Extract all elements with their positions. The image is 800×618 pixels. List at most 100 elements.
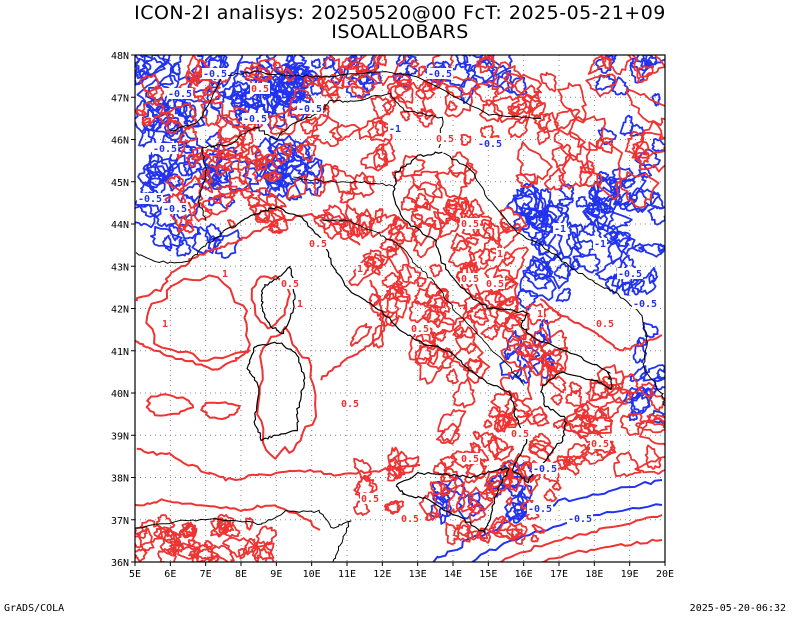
positive-contour [373,143,389,170]
negative-contour [135,55,168,81]
positive-contour [564,455,586,466]
negative-contour [135,55,170,86]
svg-text:0.5: 0.5 [341,399,359,410]
negative-contour [605,273,621,295]
negative-contour [612,171,647,211]
negative-contour [656,368,665,381]
negative-contour [588,185,598,203]
positive-contour [550,393,563,406]
positive-contour [551,143,572,169]
svg-text:1: 1 [297,299,303,310]
negative-contour [520,210,558,245]
svg-text:-0.5: -0.5 [163,204,187,215]
positive-contour [386,243,413,283]
coastline [260,265,296,335]
positive-contour [263,172,278,181]
negative-contour [595,55,616,74]
positive-contour [394,80,427,118]
negative-contour [276,164,304,188]
negative-contour [458,74,478,105]
positive-contour [135,548,148,562]
positive-contour [353,457,372,482]
positive-contour [510,84,544,118]
negative-contour [526,256,551,280]
positive-contour [228,176,251,193]
negative-contour [499,350,523,380]
positive-contour [273,146,293,166]
lon-tick-label: 13E [409,569,427,580]
positive-contour [505,496,513,506]
contour-label: 1 [536,308,544,320]
positive-contour [216,185,239,199]
positive-contour [444,85,473,118]
lat-tick-label: 42N [111,305,129,316]
contour-label: 0.5 [590,438,610,450]
contour-label: 0.5 [595,318,615,330]
positive-contour [135,339,251,371]
positive-contour [544,346,569,375]
positive-contour [638,381,655,398]
positive-contour [429,263,443,278]
negative-contour [182,161,203,177]
positive-contour [497,222,522,252]
positive-contour [442,347,454,359]
positive-contour [256,548,275,562]
negative-contour [214,168,229,184]
svg-text:-0.5: -0.5 [478,139,502,150]
svg-text:0.5: 0.5 [486,279,504,290]
positive-contour [479,99,504,123]
positive-contour [455,326,478,355]
positive-contour [138,519,164,547]
positive-contour [200,99,224,127]
negative-contour [524,271,552,290]
negative-contour [467,491,481,509]
contour-label: 0.5 [360,493,380,505]
positive-contour [500,514,663,562]
positive-contour [528,98,547,119]
coastline [197,92,444,221]
positive-contour [475,527,491,544]
positive-contour [543,167,566,191]
positive-contour [529,432,555,457]
positive-contour [467,486,494,515]
coastline [443,152,665,407]
positive-contour [249,57,277,81]
svg-text:-0.5: -0.5 [428,69,452,80]
positive-contour [634,120,665,173]
negative-contour [525,207,548,230]
contour-label: 0.5 [460,273,480,285]
negative-contour [254,137,289,170]
negative-contour [615,191,633,207]
positive-contour [400,196,418,211]
positive-contour [148,86,165,104]
footer-credit: GrADS/COLA [4,603,65,614]
negative-contour [243,97,260,111]
svg-text:1: 1 [222,269,228,280]
positive-contour [538,111,559,133]
lat-tick-label: 38N [111,474,129,485]
negative-contour [595,74,617,91]
positive-contour [516,141,553,185]
positive-contour [410,59,420,69]
positive-contour [319,213,347,240]
positive-contour [428,78,442,91]
negative-contour [164,124,185,143]
positive-contour [221,134,245,160]
positive-contour [505,522,528,545]
positive-contour [528,442,551,463]
positive-contour [596,137,614,154]
positive-contour [385,500,404,515]
svg-text:-0.5: -0.5 [618,269,642,280]
positive-isoallobars [135,55,665,562]
positive-contour [471,444,481,456]
negative-contour [300,160,325,196]
positive-contour [526,357,547,377]
positive-contour [135,108,148,117]
positive-contour [631,131,665,159]
svg-text:0.5: 0.5 [461,274,479,285]
svg-text:-0.5: -0.5 [243,114,267,125]
svg-text:1: 1 [357,264,363,275]
negative-contour [145,169,166,186]
positive-contour [392,72,411,92]
negative-contour [168,224,181,242]
